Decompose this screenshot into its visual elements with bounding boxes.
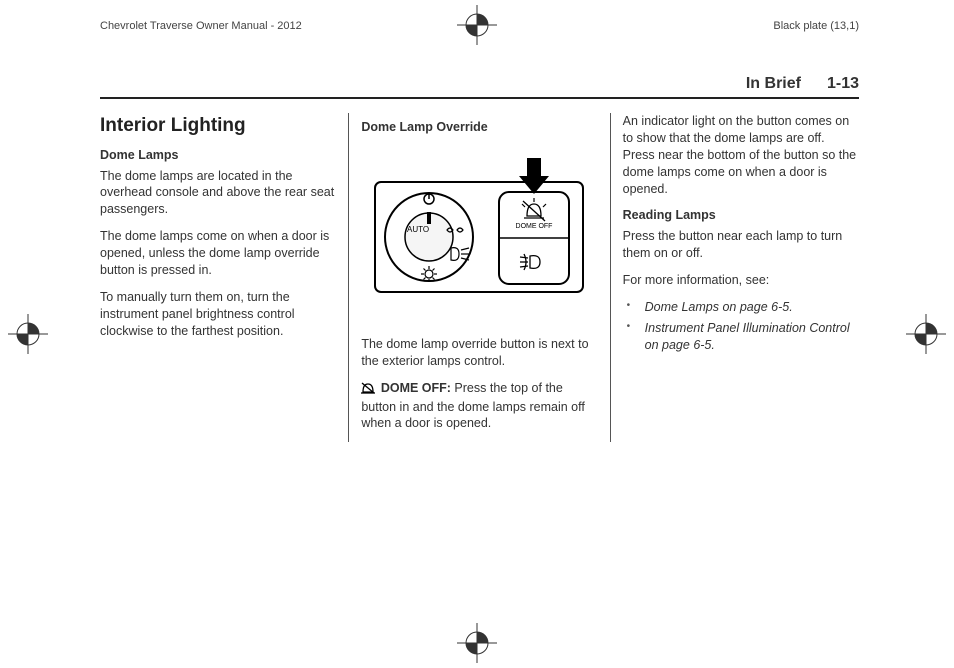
page-number: 1-13 (827, 75, 859, 93)
paragraph: For more information, see: (623, 272, 859, 289)
paragraph: Press the button near each lamp to turn … (623, 228, 859, 262)
plate-label: Black plate (13,1) (773, 20, 859, 32)
page-header: In Brief 1-13 (100, 75, 859, 99)
list-item: Instrument Panel Illumination Control on… (623, 320, 859, 354)
column-2: Dome Lamp Override AUTO (348, 113, 609, 442)
dome-override-diagram: AUTO (361, 152, 597, 312)
subheading-reading-lamps: Reading Lamps (623, 207, 859, 224)
paragraph: An indicator light on the button comes o… (623, 113, 859, 197)
crop-mark-bottom (457, 623, 497, 663)
paragraph: The dome lamps come on when a door is op… (100, 228, 336, 279)
dome-off-label: DOME OFF: (381, 381, 451, 395)
paragraph: The dome lamp override button is next to… (361, 336, 597, 370)
section-name: In Brief (746, 75, 801, 93)
column-3: An indicator light on the button comes o… (610, 113, 859, 442)
manual-title: Chevrolet Traverse Owner Manual - 2012 (100, 20, 302, 32)
crop-mark-right (906, 314, 946, 354)
crop-mark-left (8, 314, 48, 354)
paragraph: To manually turn them on, turn the instr… (100, 289, 336, 340)
diagram-auto-label: AUTO (407, 225, 429, 234)
column-1: Interior Lighting Dome Lamps The dome la… (100, 113, 348, 442)
print-meta-row: Chevrolet Traverse Owner Manual - 2012 B… (100, 20, 859, 32)
paragraph: The dome lamps are located in the overhe… (100, 168, 336, 219)
dome-off-paragraph: DOME OFF: Press the top of the button in… (361, 380, 597, 433)
diagram-dome-off-label: DOME OFF (516, 223, 553, 230)
section-title: Interior Lighting (100, 113, 336, 139)
list-item: Dome Lamps on page 6-5. (623, 299, 859, 316)
reference-list: Dome Lamps on page 6-5. Instrument Panel… (623, 299, 859, 354)
dome-off-icon (361, 382, 375, 399)
subheading-dome-lamps: Dome Lamps (100, 147, 336, 164)
subheading-dome-override: Dome Lamp Override (361, 119, 597, 136)
